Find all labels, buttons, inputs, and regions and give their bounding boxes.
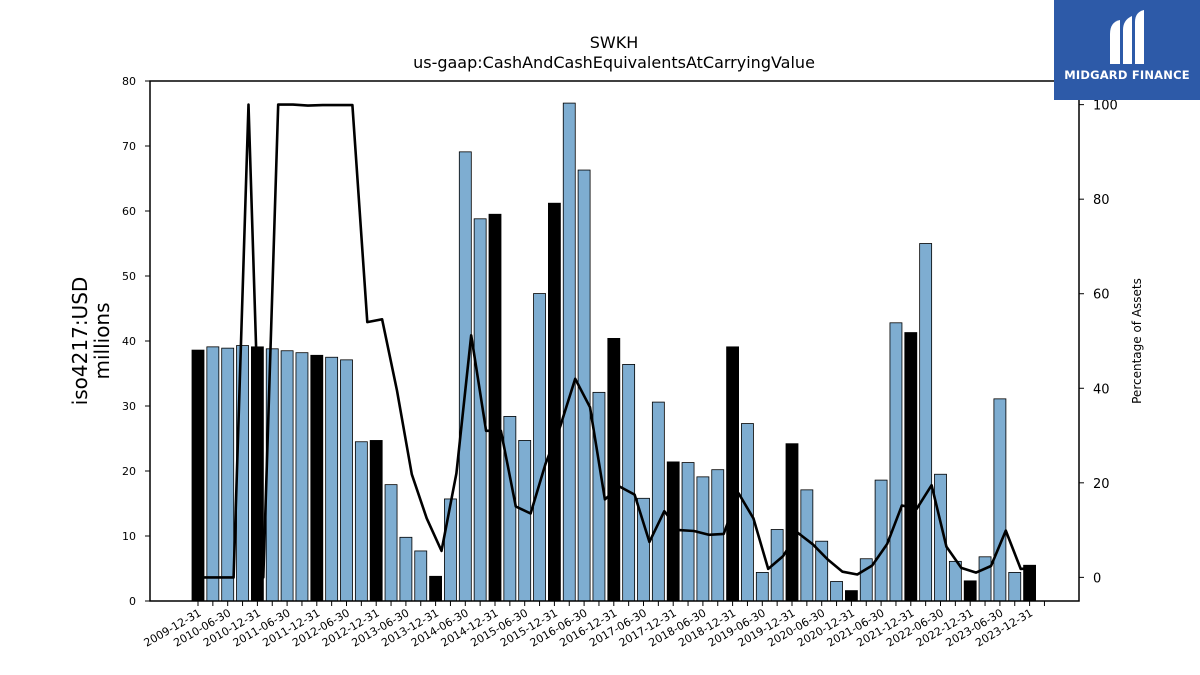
bar (919, 243, 933, 602)
bar (518, 440, 532, 602)
bar (696, 476, 710, 602)
bar (369, 440, 383, 602)
bar (741, 423, 754, 602)
bar (236, 345, 249, 602)
bar (622, 363, 636, 602)
bar (548, 202, 561, 602)
bar (978, 556, 992, 602)
bar (800, 489, 814, 602)
y2-axis-label: Percentage of Assets (1130, 278, 1144, 404)
bar (666, 461, 680, 602)
bar (1023, 564, 1036, 602)
chart-title: SWKH (590, 33, 639, 52)
y-axis: 0 10 20 30 40 50 60 70 80 (122, 75, 150, 608)
bar (503, 415, 517, 602)
bar (904, 332, 918, 602)
y-tick-label: 70 (122, 140, 136, 153)
bar (429, 575, 443, 602)
y-tick-label: 30 (122, 400, 136, 413)
y-tick-label: 80 (122, 75, 136, 88)
bar (830, 581, 843, 602)
bar (607, 337, 621, 602)
bar (444, 498, 457, 602)
bar (845, 590, 858, 602)
y-tick-label: 60 (122, 205, 136, 218)
bar (785, 443, 799, 602)
y2-tick-label: 0 (1093, 571, 1101, 586)
y2-tick-label: 20 (1093, 477, 1110, 492)
bar (889, 322, 903, 602)
bar (310, 354, 324, 602)
y2-tick-label: 100 (1093, 99, 1118, 114)
bar (1008, 572, 1022, 602)
y-axis-label-text: iso4217:USDmillions (68, 277, 114, 406)
brand-logo-icon (1110, 10, 1144, 64)
y2-axis: 0 20 40 60 80 100 (1079, 99, 1118, 586)
bar (399, 536, 413, 602)
bar (221, 347, 235, 602)
bar (963, 580, 977, 602)
brand-name: MIDGARD FINANCE (1064, 68, 1190, 82)
brand-logo: MIDGARD FINANCE (1054, 0, 1200, 100)
bar (562, 102, 576, 602)
bar (340, 359, 353, 602)
bar (651, 401, 665, 602)
y-tick-label: 0 (129, 595, 136, 608)
y-tick-label: 50 (122, 270, 136, 283)
bar (191, 349, 205, 602)
bar (874, 479, 888, 602)
line-group (203, 103, 1036, 579)
bar (488, 213, 502, 602)
bar (473, 218, 487, 602)
bars-group (191, 102, 1036, 602)
bar (414, 550, 428, 602)
bar (384, 484, 398, 602)
bar (726, 346, 739, 602)
bar (280, 350, 294, 602)
bar (295, 352, 309, 602)
bar (993, 398, 1007, 602)
series-line (203, 103, 1036, 579)
y2-tick-label: 40 (1093, 382, 1110, 397)
y2-tick-label: 80 (1093, 193, 1110, 208)
y-tick-label: 40 (122, 335, 136, 348)
bar (458, 151, 472, 602)
bar (354, 441, 368, 602)
x-axis: 2009-12-312010-06-302010-12-312011-06-30… (142, 601, 1045, 650)
y-tick-label: 10 (122, 530, 136, 543)
chart-subtitle: us-gaap:CashAndCashEquivalentsAtCarrying… (413, 53, 815, 72)
bar (206, 346, 220, 602)
bar (755, 572, 769, 602)
y2-tick-label: 60 (1093, 288, 1110, 303)
y-tick-label: 20 (122, 465, 136, 478)
bar (325, 356, 339, 602)
bar (533, 293, 546, 602)
y-axis-label: iso4217:USDmillions (68, 277, 114, 406)
